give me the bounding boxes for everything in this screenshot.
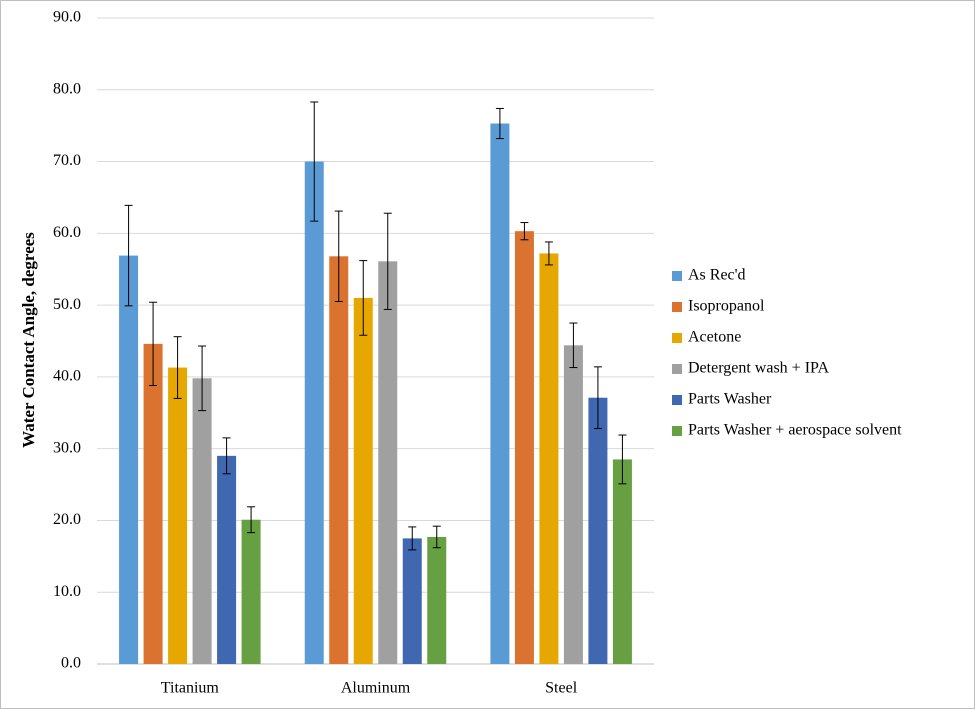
legend-swatch: [672, 271, 682, 281]
legend-swatch: [672, 302, 682, 312]
bar: [378, 261, 398, 664]
bar: [119, 255, 139, 664]
legend-swatch: [672, 426, 682, 436]
bar: [353, 297, 373, 664]
y-tick-label: 20.0: [53, 511, 81, 528]
bar: [514, 231, 534, 664]
y-tick-label: 40.0: [53, 368, 81, 385]
y-axis-label: Water Contact Angle, degrees: [19, 232, 38, 448]
bar: [402, 538, 422, 664]
bar: [168, 367, 188, 664]
bar: [490, 123, 510, 665]
legend-swatch: [672, 333, 682, 343]
legend-label: Parts Washer + aerospace solvent: [688, 422, 902, 439]
bar: [539, 253, 559, 665]
bar: [563, 345, 583, 664]
y-tick-label: 90.0: [53, 9, 81, 26]
legend-swatch: [672, 395, 682, 405]
legend-label: Acetone: [688, 329, 741, 346]
y-tick-label: 70.0: [53, 152, 81, 169]
bar: [143, 343, 163, 664]
bar: [427, 536, 447, 664]
x-tick-label: Aluminum: [341, 680, 411, 697]
bar: [588, 397, 608, 664]
bar: [192, 378, 212, 664]
bar: [329, 256, 349, 664]
y-tick-label: 10.0: [53, 583, 81, 600]
y-tick-label: 60.0: [53, 224, 81, 241]
legend-label: As Rec'd: [688, 267, 746, 284]
y-tick-label: 30.0: [53, 439, 81, 456]
legend-label: Parts Washer: [688, 391, 772, 408]
bar: [612, 459, 632, 664]
legend-label: Detergent wash + IPA: [688, 360, 829, 377]
bar: [217, 455, 237, 664]
legend-swatch: [672, 364, 682, 374]
y-tick-label: 80.0: [53, 80, 81, 97]
y-tick-label: 0.0: [61, 655, 81, 672]
bar: [241, 519, 261, 664]
y-tick-label: 50.0: [53, 296, 81, 313]
x-tick-label: Steel: [545, 680, 578, 697]
legend-label: Isopropanol: [688, 298, 765, 315]
x-tick-label: Titanium: [161, 680, 220, 697]
bar: [304, 161, 324, 665]
